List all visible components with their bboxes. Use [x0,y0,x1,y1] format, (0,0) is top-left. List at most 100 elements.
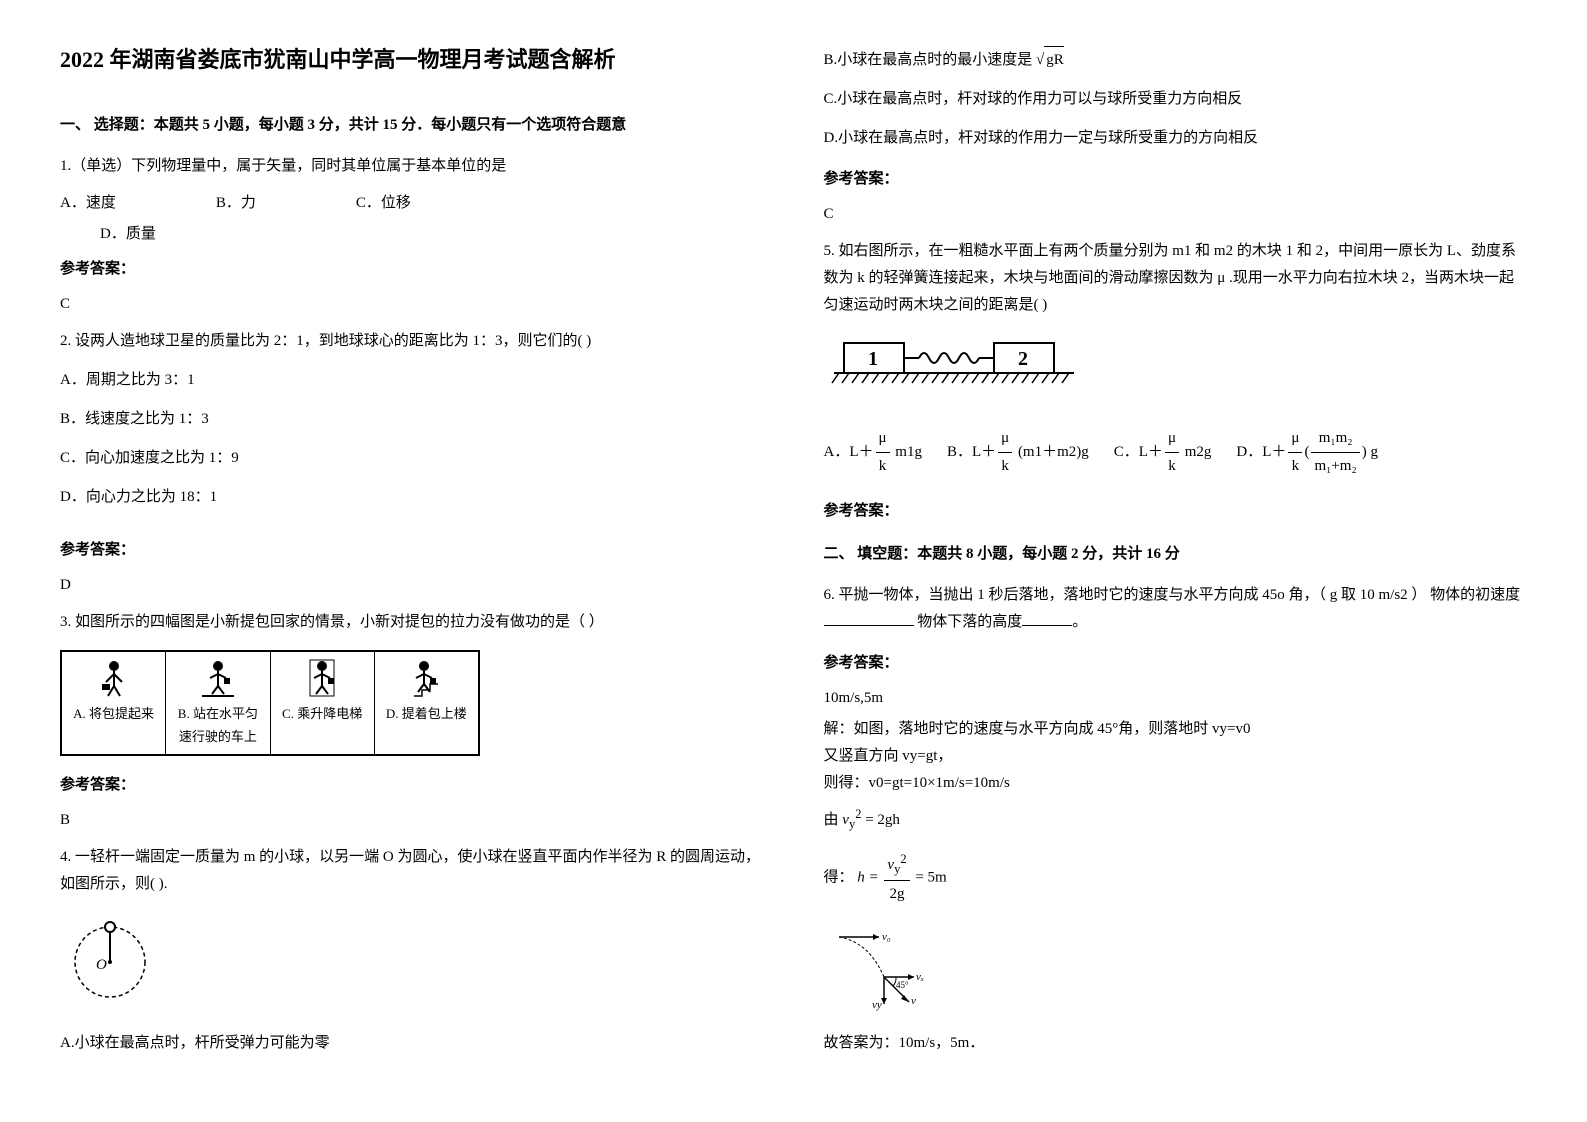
q6-f1-pre: 由 [824,812,843,828]
q6-f2-den: 2g [884,881,909,908]
q4-option-c: C.小球在最高点时，杆对球的作用力可以与球所受重力方向相反 [824,86,1528,113]
q4-answer-label: 参考答案： [824,166,1528,193]
q5-optD-mu: μ [1288,425,1302,453]
q3-figA-label: A. 将包提起来 [73,706,154,721]
question-1-text: 1.（单选）下列物理量中，属于矢量，同时其单位属于基本单位的是 [60,153,764,180]
svg-text:45°: 45° [896,980,909,990]
q6-f2-res: = 5m [912,869,947,885]
q4-option-b: B.小球在最高点时的最小速度是 √gR [824,46,1528,74]
q4-option-d: D.小球在最高点时，杆对球的作用力一定与球所受重力的方向相反 [824,125,1528,152]
q5-option-c: C．L＋μk m2g [1114,425,1212,480]
question-6-text: 6. 平抛一物体，当抛出 1 秒后落地，落地时它的速度与水平方向成 45o 角，… [824,582,1528,636]
section-1-header: 一、 选择题：本题共 5 小题，每小题 3 分，共计 15 分．每小题只有一个选… [60,112,764,139]
q5-optD-k: k [1288,453,1302,480]
q1-option-b: B．力 [216,190,256,217]
q6-vector-diagram: v₀ vₓ vy v 45° [824,922,1528,1022]
q5-optC-pre: C．L＋ [1114,444,1163,460]
q2-option-c: C．向心加速度之比为 1：9 [60,445,764,472]
question-5-text: 5. 如右图所示，在一粗糙水平面上有两个质量分别为 m1 和 m2 的木块 1 … [824,238,1528,319]
document-title: 2022 年湖南省娄底市犹南山中学高一物理月考试题含解析 [60,40,764,80]
svg-text:vₓ: vₓ [916,971,924,983]
q6-f1-eq: = 2gh [861,812,899,828]
q2-option-b: B．线速度之比为 1：3 [60,406,764,433]
q5-option-b: B．L＋μk (m1＋m2)g [947,425,1089,480]
q5-optB-mu: μ [998,425,1012,453]
q5-box1-label: 1 [868,348,878,370]
left-column: 2022 年湖南省娄底市犹南山中学高一物理月考试题含解析 一、 选择题：本题共 … [60,40,764,1082]
q6-formula-1: 由 vy2 = 2gh [824,803,1528,836]
q3-figure-b: B. 站在水平匀速行驶的车上 [166,652,270,755]
q3-answer: B [60,807,764,834]
person-elevator-icon [302,658,342,698]
person-lift-icon [94,658,134,698]
q3-figD-label: D. 提着包上楼 [386,706,467,721]
question-3-text: 3. 如图所示的四幅图是小新提包回家的情景，小新对提包的拉力没有做功的是（ ） [60,609,764,636]
q3-answer-label: 参考答案： [60,772,764,799]
question-1-options-row: A．速度 B．力 C．位移 [60,190,764,217]
q6-answer-label: 参考答案： [824,650,1528,677]
svg-text:v₀: v₀ [882,931,891,943]
q5-optD-pre: D．L＋ [1236,444,1286,460]
q3-figure-c: C. 乘升降电梯 [271,652,375,755]
q5-optA-suf: m1g [892,444,922,460]
q4-answer: C [824,201,1528,228]
q5-optC-mu: μ [1165,425,1179,453]
q6-solution-line2: 又竖直方向 vy=gt， [824,743,1528,770]
q4-option-a: A.小球在最高点时，杆所受弹力可能为零 [60,1030,764,1057]
q2-answer: D [60,572,764,599]
q5-optB-pre: B．L＋ [947,444,996,460]
q6-text-pre: 6. 平抛一物体，当抛出 1 秒后落地，落地时它的速度与水平方向成 45o 角，… [824,587,1521,603]
q6-formula-2: 得： h = vy22g = 5m [824,848,1528,909]
q1-answer: C [60,291,764,318]
q1-option-d: D．质量 [100,221,764,248]
q6-solution-line3: 则得：v0=gt=10×1m/s=10m/s [824,770,1528,797]
q4-optB-sqrt: gR [1044,46,1064,74]
q6-f2-numsup: 2 [900,852,906,866]
q4-circle-diagram: O [60,914,764,1014]
svg-text:vy: vy [872,999,882,1011]
q5-optA-pre: A．L＋ [824,444,874,460]
q3-figB-label: B. 站在水平匀速行驶的车上 [178,706,258,744]
q5-spring-diagram: 1 2 [824,335,1528,405]
q1-answer-label: 参考答案： [60,256,764,283]
q2-option-d: D．向心力之比为 18：1 [60,484,764,511]
q6-f2-pre: 得： [824,869,854,885]
q5-optC-suf: m2g [1181,444,1211,460]
q5-optD-num: m₁m₂ [1311,425,1359,453]
q6-blank-2 [1022,610,1072,626]
q6-f2-lhs: h = [857,869,882,885]
q4-optB-text: B.小球在最高点时的最小速度是 [824,52,1033,68]
q5-optB-k: k [998,453,1012,480]
q5-optC-k: k [1165,453,1179,480]
q2-answer-label: 参考答案： [60,537,764,564]
question-2-text: 2. 设两人造地球卫星的质量比为 2：1，到地球球心的距离比为 1：3，则它们的… [60,328,764,355]
section-2-header: 二、 填空题：本题共 8 小题，每小题 2 分，共计 16 分 [824,541,1528,568]
q6-solution-line1: 解：如图，落地时它的速度与水平方向成 45°角，则落地时 vy=v0 [824,716,1528,743]
q1-option-c: C．位移 [356,190,411,217]
person-car-icon [198,658,238,698]
q5-optD-den: m₁+m₂ [1311,453,1359,480]
q3-figure-d: D. 提着包上楼 [375,652,478,755]
svg-text:O: O [96,957,107,973]
q6-answer-header: 10m/s,5m [824,685,1528,712]
q5-box2-label: 2 [1018,348,1028,370]
q5-optD-g: g [1367,444,1378,460]
svg-text:v: v [911,995,916,1007]
q5-option-a: A．L＋μk m1g [824,425,922,480]
q5-options: A．L＋μk m1g B．L＋μk (m1＋m2)g C．L＋μk m2g D．… [824,425,1528,480]
q6-final-answer: 故答案为：10m/s，5m． [824,1030,1528,1057]
q1-option-a: A．速度 [60,190,116,217]
q6-text-mid: 物体下落的高度 [914,614,1023,630]
right-column: B.小球在最高点时的最小速度是 √gR C.小球在最高点时，杆对球的作用力可以与… [824,40,1528,1082]
q5-optA-mu: μ [876,425,890,453]
question-4-text: 4. 一轻杆一端固定一质量为 m 的小球，以另一端 O 为圆心，使小球在竖直平面… [60,844,764,898]
q6-blank-1 [824,610,914,626]
q5-optA-k: k [876,453,890,480]
q5-answer-label: 参考答案： [824,498,1528,525]
q6-text-end: 。 [1072,614,1087,630]
q5-optB-suf: (m1＋m2)g [1014,444,1089,460]
q6-f1-v: v [842,812,849,828]
q3-figC-label: C. 乘升降电梯 [282,706,362,721]
person-stairs-icon [406,658,446,698]
q3-figure-a: A. 将包提起来 [62,652,166,755]
